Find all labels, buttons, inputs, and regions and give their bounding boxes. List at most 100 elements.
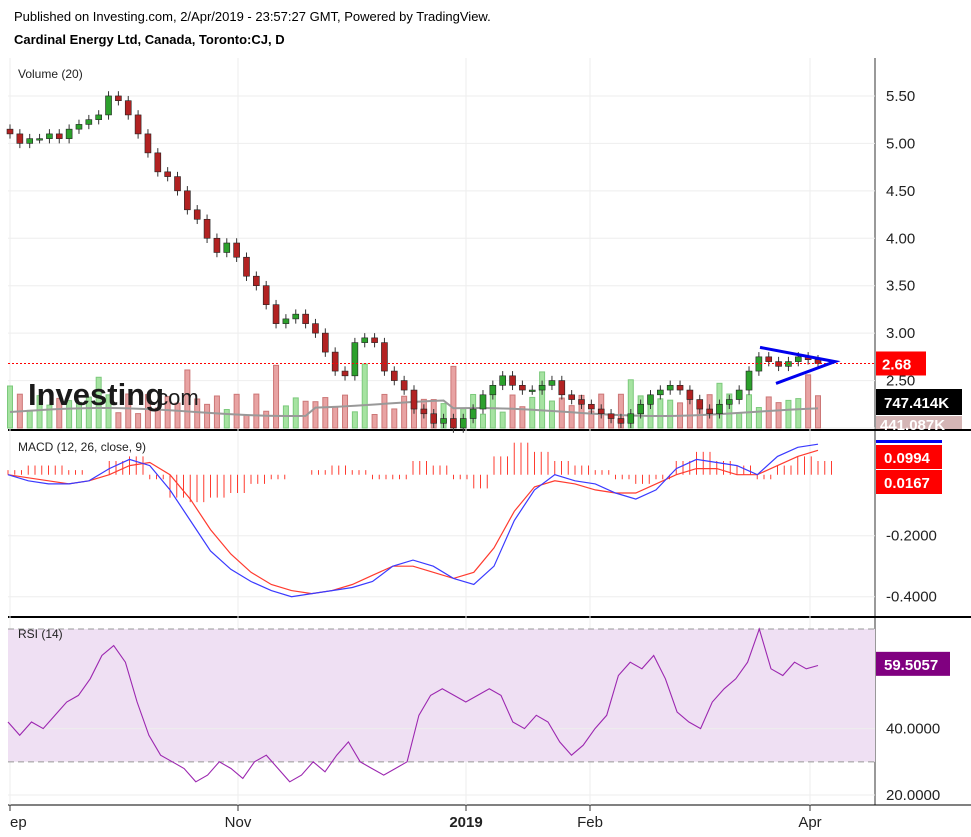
rsi-value-label: 59.5057 <box>884 657 938 674</box>
volume-bar <box>322 397 329 429</box>
candle <box>46 133 53 139</box>
candle <box>617 418 625 424</box>
candle <box>302 313 309 324</box>
candle <box>410 389 418 410</box>
candle <box>528 389 536 392</box>
candle <box>312 323 319 334</box>
candle <box>253 275 260 286</box>
volume-tag <box>876 389 962 415</box>
candle <box>174 176 181 192</box>
candle <box>696 399 704 410</box>
volume-bar <box>174 402 181 429</box>
volume-bar <box>381 393 388 429</box>
candle <box>666 385 674 391</box>
candle <box>489 385 497 396</box>
signal-value-label: 0.0167 <box>884 475 930 492</box>
volume-bar <box>519 406 526 429</box>
candle <box>322 332 329 353</box>
time-tick-label: Apr <box>798 814 821 831</box>
volume-bar <box>36 395 43 429</box>
candle <box>499 375 506 386</box>
volume-bar <box>115 412 122 429</box>
volume-bar <box>568 405 575 429</box>
candle <box>706 408 713 415</box>
volume-bar <box>164 396 171 429</box>
macd-value-label: 0.0994 <box>884 450 931 467</box>
volume-bar <box>243 414 250 429</box>
candle <box>588 403 595 410</box>
candle <box>381 342 388 372</box>
last-price-tag <box>876 351 926 376</box>
volume-bar <box>361 363 368 429</box>
macd-pane-title: MACD (12, 26, close, 9) <box>18 440 146 454</box>
volume-bar <box>342 394 349 429</box>
candle <box>16 133 24 144</box>
instrument-title: Cardinal Energy Ltd, Canada, Toronto:CJ,… <box>14 32 285 47</box>
macd-tag-marker <box>876 440 942 443</box>
volume-pane-title: Volume (20) <box>18 67 83 81</box>
candle <box>538 385 546 391</box>
volume-bar <box>253 393 260 429</box>
candle <box>124 100 132 116</box>
candle <box>213 237 221 253</box>
rsi-tick-label: 20.0000 <box>886 787 940 804</box>
volume-bar <box>815 395 821 429</box>
volume-bar <box>795 398 802 429</box>
candle <box>509 375 516 386</box>
candle <box>558 380 566 396</box>
rsi-band <box>8 628 875 762</box>
candle <box>105 95 112 116</box>
volume-bar <box>558 397 565 429</box>
price-tick-label: 4.50 <box>886 183 915 200</box>
candle <box>676 385 684 391</box>
price-tick-label: 2.50 <box>886 373 915 390</box>
macd-line <box>7 443 819 598</box>
volume-bar <box>292 397 299 429</box>
candle <box>6 128 14 135</box>
candle <box>765 356 773 362</box>
investing-logo-suffix: .com <box>151 385 199 410</box>
volume-bar <box>105 394 112 429</box>
volume-bar <box>391 408 398 429</box>
volume-bar <box>548 400 555 429</box>
candle <box>95 114 102 120</box>
volume-bar <box>204 403 211 429</box>
volume-bar <box>312 401 319 429</box>
volume-bar <box>144 394 151 429</box>
candle <box>26 138 34 144</box>
candle <box>193 209 201 220</box>
candle <box>243 256 250 277</box>
rsi-tick-label: 40.0000 <box>886 721 940 738</box>
candle <box>154 152 162 173</box>
candle <box>115 95 122 101</box>
price-tick-label: 3.50 <box>886 278 915 295</box>
candle <box>390 370 398 381</box>
volume-value-label: 747.414K <box>884 395 949 412</box>
candle <box>726 399 733 405</box>
volume-bar <box>66 400 73 429</box>
volume-bar <box>479 413 486 429</box>
published-note: Published on Investing.com, 2/Apr/2019 -… <box>14 9 491 24</box>
volume-bar <box>85 396 92 429</box>
candle <box>223 242 231 253</box>
candle <box>233 242 240 258</box>
candle <box>134 114 142 135</box>
candle <box>430 413 438 424</box>
volume-bar <box>499 411 506 429</box>
candle <box>578 399 585 405</box>
candle <box>272 304 280 324</box>
candle <box>440 418 447 424</box>
signal-tag <box>876 470 942 494</box>
time-tick-label: Feb <box>577 814 603 831</box>
price-tick-label: 5.00 <box>886 135 915 152</box>
candle <box>164 171 171 177</box>
candle <box>519 385 526 391</box>
rsi-line <box>7 627 819 783</box>
volume-bar <box>46 404 53 429</box>
volume-bar <box>509 394 516 429</box>
candle <box>459 418 467 429</box>
candle <box>292 313 300 320</box>
volume-bar <box>223 409 230 429</box>
candle <box>65 128 73 139</box>
